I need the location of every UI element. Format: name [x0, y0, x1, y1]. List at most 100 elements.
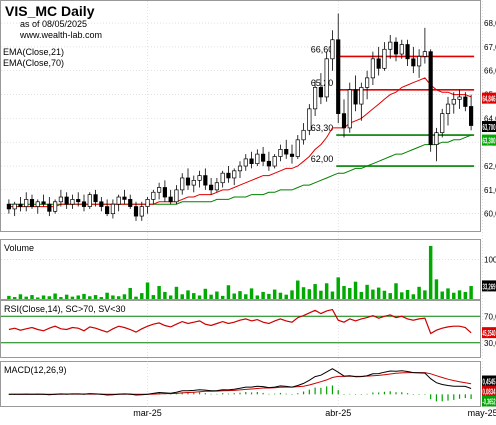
candle-body	[87, 194, 92, 207]
macd-lines	[8, 368, 472, 402]
candle-body	[445, 103, 451, 114]
candle-body	[174, 189, 179, 203]
candle-body	[76, 199, 81, 203]
candle-body	[341, 113, 347, 129]
candle-body	[110, 203, 115, 215]
volume-bar	[226, 285, 231, 299]
candle-body	[393, 41, 399, 55]
candle-body	[203, 175, 208, 186]
volume-bar	[30, 295, 34, 299]
volume-bar	[405, 289, 410, 299]
volume-panel	[0, 239, 481, 300]
candle-body	[382, 48, 387, 69]
candle-body	[24, 199, 29, 207]
macd-value-tag-bg	[482, 375, 496, 387]
candle-body	[214, 182, 219, 191]
price-last-value-tag: 63,300	[483, 137, 496, 146]
candle-body	[168, 196, 173, 203]
macd-histogram-bar	[383, 391, 386, 395]
volume-bar	[324, 283, 329, 299]
volume-bar	[24, 296, 28, 299]
volume-bar	[267, 293, 271, 299]
volume-bar	[53, 293, 57, 299]
candle-body	[93, 194, 98, 203]
macd-histogram-bar	[256, 392, 258, 395]
macd-histogram-bar	[216, 393, 218, 395]
volume-last-value-tag: 33,269	[483, 282, 496, 291]
candle-body	[29, 199, 35, 207]
macd-line	[8, 368, 472, 396]
macd-histogram-bar	[279, 392, 282, 395]
candle-body	[411, 58, 416, 67]
volume-bar	[7, 295, 11, 299]
volume-bar	[376, 287, 381, 299]
volume-bar	[140, 293, 144, 299]
candle-body	[278, 149, 283, 157]
volume-bar	[93, 295, 98, 299]
candle-body	[70, 199, 75, 205]
chart-title: VIS_MC Daily	[5, 3, 95, 19]
macd-histogram-bar	[227, 393, 230, 395]
rsi-line	[8, 308, 472, 335]
candle-body	[105, 206, 110, 215]
volume-bar	[452, 292, 456, 299]
candle-body	[180, 177, 185, 191]
volume-bar	[417, 286, 421, 299]
volume-bar	[244, 294, 248, 299]
volume-bar	[82, 293, 86, 299]
macd-histogram-bar	[187, 392, 189, 395]
candle-body	[399, 44, 404, 55]
macd-histogram-bar	[250, 392, 253, 395]
macd-value-tag: -0,3652	[483, 398, 496, 407]
macd-histogram-bar	[268, 393, 270, 395]
volume-bar	[290, 290, 294, 299]
macd-histogram-bar	[418, 394, 420, 395]
candle-body	[301, 129, 306, 141]
macd-histogram-bar	[412, 394, 414, 395]
x-tick-label: may-25	[468, 408, 496, 418]
volume-bar	[47, 296, 52, 299]
x-tick-label: mar-25	[133, 408, 162, 418]
candlesticks	[6, 13, 474, 221]
macd-histogram-bar	[262, 392, 264, 395]
volume-bar	[111, 295, 115, 299]
volume-bar	[88, 296, 92, 299]
volume-bar	[336, 277, 340, 299]
candle-body	[99, 201, 104, 207]
macd-histogram-bar	[378, 392, 380, 395]
candle-body	[417, 56, 422, 67]
candle-body	[128, 199, 133, 207]
candle-body	[463, 96, 468, 107]
macd-value-tag: 0,0834	[483, 388, 496, 397]
price-tick-label: 67,000	[484, 43, 496, 52]
candle-body	[307, 108, 312, 131]
volume-bar	[348, 287, 352, 299]
level-label: 63,30	[311, 123, 334, 133]
macd-histogram-bar	[245, 392, 247, 395]
volume-bar	[388, 293, 392, 299]
candle-body	[469, 106, 474, 126]
candle-body	[388, 41, 393, 50]
candle-body	[197, 175, 202, 181]
price-last-value-tag-bg	[482, 92, 496, 104]
macd-histogram-bar	[210, 393, 212, 395]
volume-bar	[342, 286, 346, 299]
candle-body	[313, 87, 318, 110]
candle-body	[191, 179, 196, 186]
candle-body	[451, 98, 456, 105]
candle-body	[41, 201, 46, 205]
candle-body	[347, 89, 352, 129]
candle-body	[359, 87, 364, 105]
volume-bar	[192, 293, 196, 299]
volume-bar	[116, 296, 121, 299]
macd-histogram-bar	[297, 393, 299, 395]
volume-bar	[400, 292, 404, 299]
candle-body	[422, 51, 427, 57]
macd-histogram-bar	[470, 394, 472, 399]
candle-body	[353, 89, 358, 105]
candle-body	[434, 132, 439, 145]
volume-bar	[365, 284, 369, 299]
volume-bar	[313, 284, 317, 299]
macd-histogram-bar	[395, 392, 397, 395]
volume-bar	[18, 294, 23, 299]
